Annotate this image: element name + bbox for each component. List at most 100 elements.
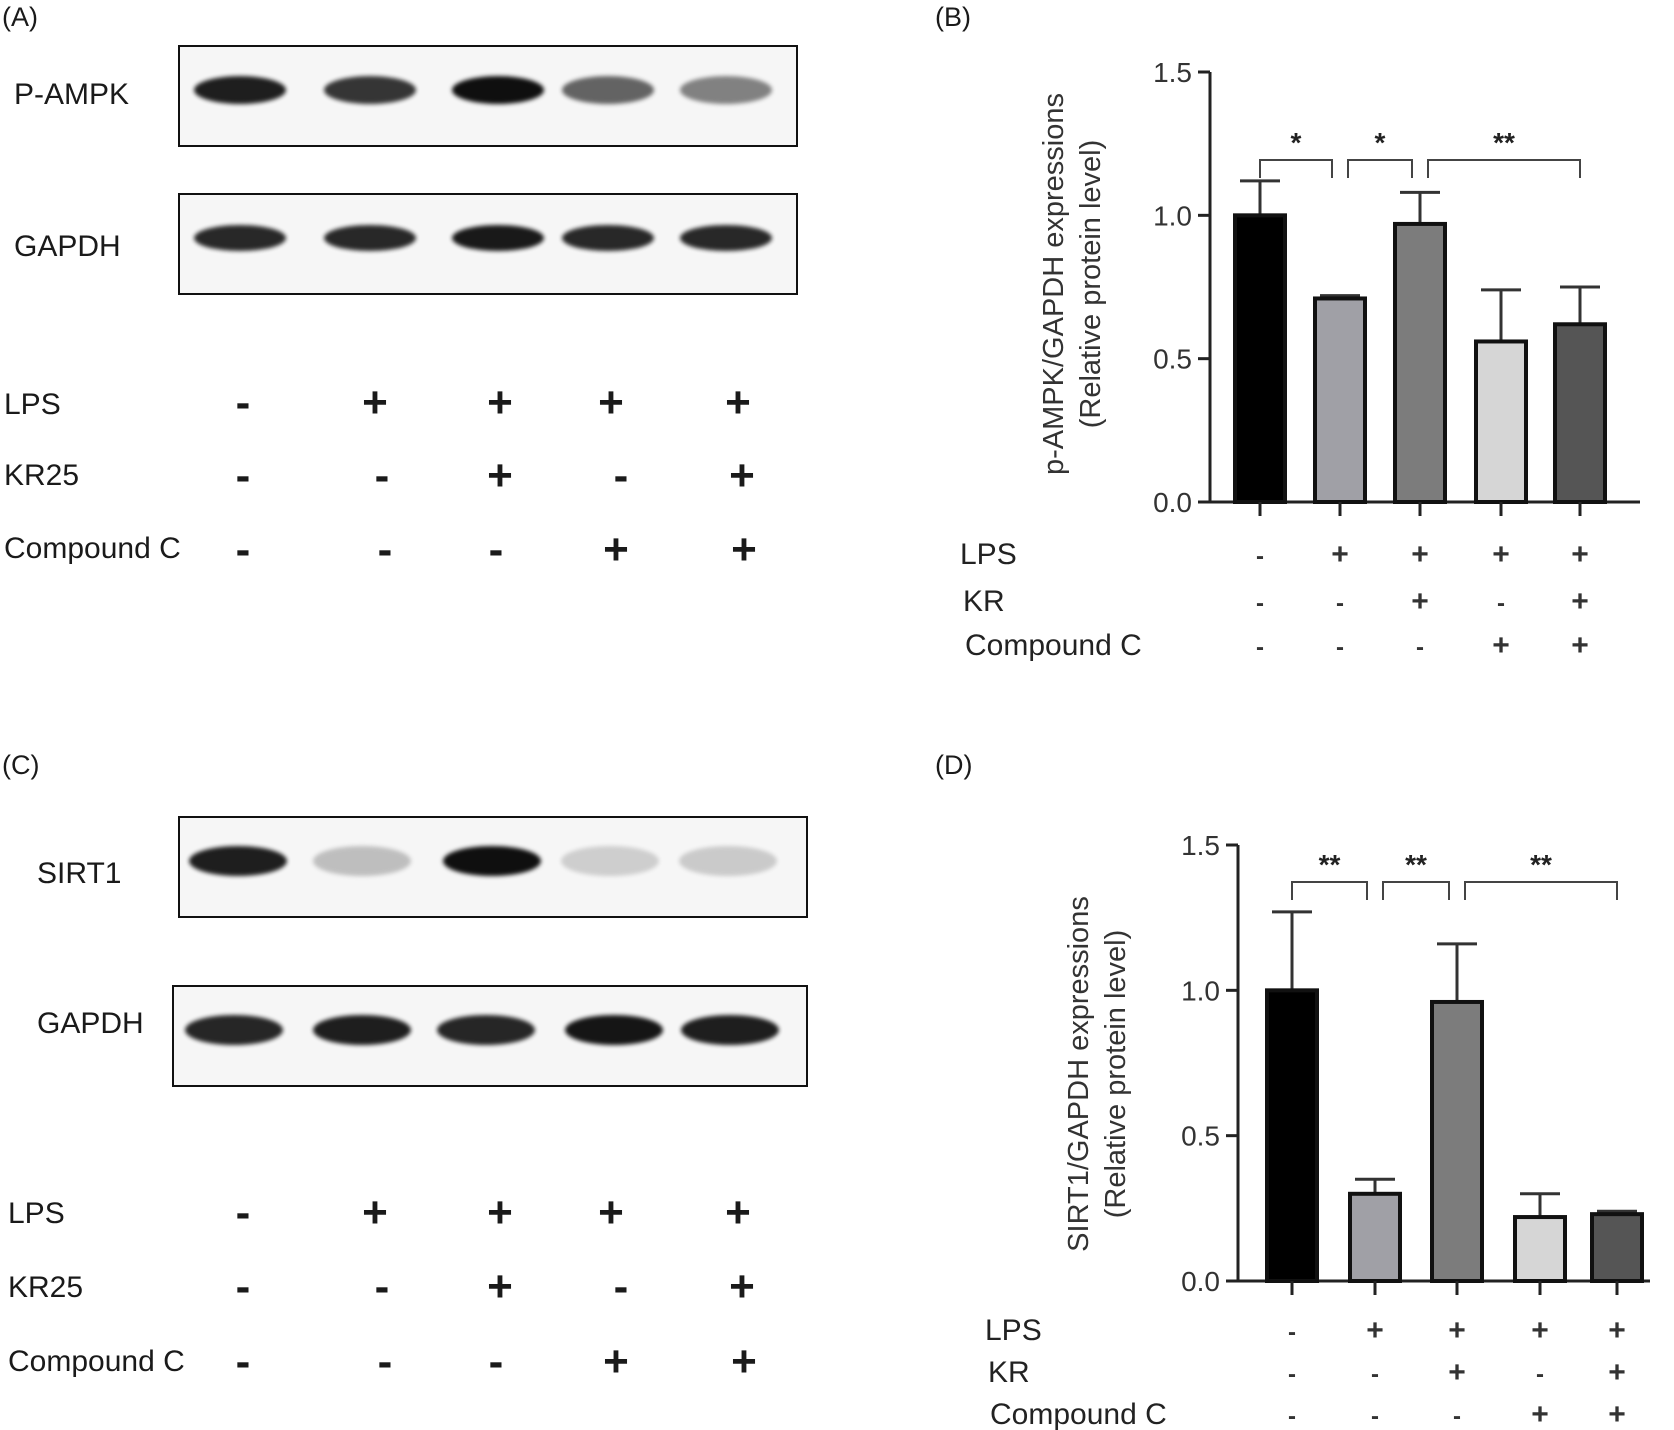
blot-band bbox=[324, 76, 416, 104]
bar-chart-pampk: 0.0 0.5 1.0 1.5 p-AMPK/GAPDH expressions (Rel… bbox=[960, 57, 1640, 662]
blot-band bbox=[562, 76, 654, 104]
bar bbox=[1393, 221, 1447, 505]
y-tick-label: 1.0 bbox=[1153, 200, 1192, 231]
bar-chart-sirt1: 0.0 0.5 1.0 1.5 SIRT1/GAPDH expressions (Rela… bbox=[985, 830, 1650, 1430]
blot-label-gapdh-a: GAPDH bbox=[14, 230, 121, 263]
blot-band bbox=[565, 1015, 663, 1045]
blot-band bbox=[324, 225, 416, 251]
condition-label-compoundc-a: Compound C bbox=[4, 532, 181, 565]
y-tick-label: 0.0 bbox=[1181, 1266, 1220, 1297]
sign-cc-4: + bbox=[603, 525, 629, 574]
western-blot-gapdh-c bbox=[172, 985, 808, 1087]
significance-label: ** bbox=[1493, 127, 1515, 158]
blot-band bbox=[185, 1015, 283, 1045]
significance-bracket bbox=[1464, 881, 1618, 900]
condition-sign: - bbox=[1336, 590, 1344, 617]
condition-label-compoundc-c: Compound C bbox=[8, 1345, 185, 1378]
blot-band bbox=[437, 1015, 535, 1045]
sign-c-kr25-2: - bbox=[374, 1262, 390, 1311]
y-tick-label: 1.5 bbox=[1181, 830, 1220, 861]
y-axis-label-secondary: (Relative protein level) bbox=[1100, 930, 1132, 1219]
sign-lps-1: - bbox=[235, 378, 251, 427]
condition-sign: + bbox=[1448, 1356, 1466, 1389]
blot-label-sirt1: SIRT1 bbox=[37, 857, 122, 890]
western-blot-sirt1 bbox=[178, 816, 808, 918]
blot-label-pampk: P-AMPK bbox=[14, 78, 130, 111]
y-axis-label-secondary: (Relative protein level) bbox=[1075, 140, 1107, 429]
condition-sign: + bbox=[1411, 585, 1429, 618]
y-tick-label: 0.0 bbox=[1153, 487, 1192, 518]
western-blot-gapdh-a bbox=[178, 193, 798, 295]
significance-label: ** bbox=[1530, 849, 1552, 880]
blot-label-gapdh-c: GAPDH bbox=[37, 1007, 144, 1040]
significance-bracket bbox=[1291, 881, 1368, 900]
condition-label: KR bbox=[988, 1356, 1030, 1389]
condition-label-kr25-c: KR25 bbox=[8, 1271, 84, 1304]
condition-sign: + bbox=[1571, 585, 1589, 618]
significance-bracket bbox=[1427, 159, 1581, 178]
blot-band bbox=[194, 225, 286, 251]
panel-letter-b: (B) bbox=[935, 2, 971, 32]
sign-cc-1: - bbox=[235, 525, 251, 574]
y-tick-label: 0.5 bbox=[1153, 344, 1192, 375]
blot-band bbox=[443, 846, 541, 876]
sign-c-cc-5: + bbox=[731, 1337, 757, 1386]
condition-sign: + bbox=[1448, 1314, 1466, 1347]
sign-c-kr25-3: + bbox=[487, 1262, 513, 1311]
western-blot-pampk bbox=[178, 45, 798, 147]
sign-c-lps-3: + bbox=[487, 1188, 513, 1237]
condition-sign: + bbox=[1531, 1314, 1549, 1347]
y-axis-label: p-AMPK/GAPDH expressions bbox=[1038, 93, 1070, 475]
sign-lps-5: + bbox=[725, 378, 751, 427]
condition-label: LPS bbox=[960, 538, 1017, 571]
sign-kr25-3: + bbox=[487, 451, 513, 500]
sign-lps-2: + bbox=[362, 378, 388, 427]
sign-c-cc-2: - bbox=[377, 1337, 393, 1386]
sign-c-kr25-1: - bbox=[235, 1262, 251, 1311]
condition-sign: + bbox=[1608, 1398, 1626, 1430]
blot-band bbox=[313, 846, 411, 876]
blot-band bbox=[452, 225, 544, 251]
sign-c-lps-4: + bbox=[598, 1188, 624, 1237]
sign-c-cc-4: + bbox=[603, 1337, 629, 1386]
bar bbox=[1590, 1212, 1644, 1283]
bar bbox=[1513, 1215, 1567, 1284]
blot-band bbox=[680, 225, 772, 251]
condition-sign: + bbox=[1411, 538, 1429, 571]
blot-band bbox=[562, 225, 654, 251]
bar bbox=[1553, 322, 1607, 504]
blot-band bbox=[680, 76, 772, 104]
blot-band bbox=[313, 1015, 411, 1045]
blot-band bbox=[189, 846, 287, 876]
condition-sign: - bbox=[1288, 1403, 1296, 1430]
condition-label-lps-a: LPS bbox=[4, 388, 61, 421]
condition-sign: + bbox=[1492, 538, 1510, 571]
bar bbox=[1233, 213, 1287, 504]
condition-label: Compound C bbox=[965, 629, 1142, 662]
significance-bracket bbox=[1382, 881, 1450, 900]
bar bbox=[1265, 988, 1319, 1283]
significance-label: * bbox=[1291, 127, 1302, 158]
condition-label-kr25-a: KR25 bbox=[4, 459, 80, 492]
blot-band bbox=[681, 1015, 779, 1045]
condition-label: KR bbox=[963, 585, 1005, 618]
condition-sign: + bbox=[1331, 538, 1349, 571]
sign-c-kr25-5: + bbox=[729, 1262, 755, 1311]
condition-label: Compound C bbox=[990, 1398, 1167, 1430]
y-tick-label: 1.0 bbox=[1181, 975, 1220, 1006]
sign-cc-2: - bbox=[377, 525, 393, 574]
sign-lps-3: + bbox=[487, 378, 513, 427]
condition-sign: - bbox=[1371, 1403, 1379, 1430]
blot-band bbox=[561, 846, 659, 876]
blot-band bbox=[452, 76, 544, 104]
blot-band bbox=[679, 846, 777, 876]
condition-sign: - bbox=[1256, 543, 1264, 570]
sign-c-cc-1: - bbox=[235, 1337, 251, 1386]
condition-sign: + bbox=[1608, 1314, 1626, 1347]
significance-label: * bbox=[1375, 127, 1386, 158]
sign-kr25-4: - bbox=[613, 451, 629, 500]
condition-sign: + bbox=[1571, 538, 1589, 571]
condition-sign: - bbox=[1453, 1403, 1461, 1430]
condition-sign: - bbox=[1497, 590, 1505, 617]
condition-sign: + bbox=[1366, 1314, 1384, 1347]
